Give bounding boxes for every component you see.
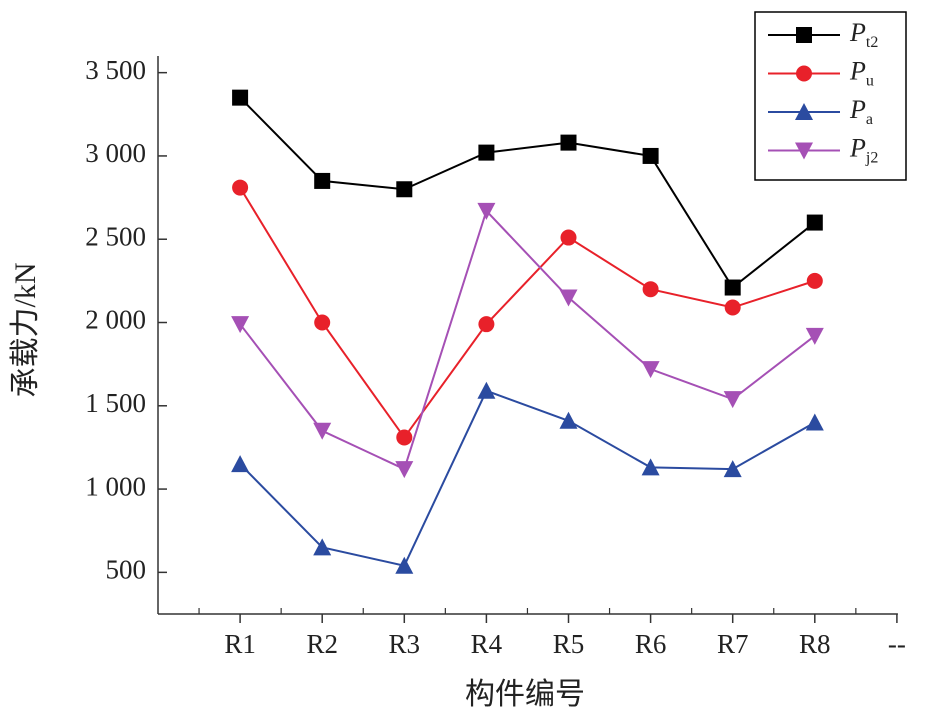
marker <box>231 455 250 473</box>
marker <box>795 142 813 160</box>
x-tick-label: R2 <box>306 629 338 659</box>
series-line <box>239 187 816 440</box>
legend-text: Pu <box>849 56 874 89</box>
marker <box>395 556 414 574</box>
marker <box>396 429 413 446</box>
x-tick-label: R7 <box>717 629 749 659</box>
marker <box>477 202 496 220</box>
marker <box>805 413 824 431</box>
y-tick-label: 2 500 <box>85 221 146 251</box>
x-tick-label: R5 <box>553 629 585 659</box>
marker <box>724 279 741 296</box>
marker <box>313 422 332 440</box>
marker <box>477 381 496 399</box>
y-tick-label: 3 000 <box>85 138 146 168</box>
y-tick-label: 2 000 <box>85 305 146 335</box>
y-tick-label: 500 <box>106 555 147 585</box>
legend-text: Pa <box>849 95 873 128</box>
legend-text: Pt2 <box>849 18 878 51</box>
y-tick-label: 1 000 <box>85 471 146 501</box>
x-tick-label: R4 <box>471 629 503 659</box>
x-tick-label: R1 <box>224 629 256 659</box>
x-tick-label: R3 <box>389 629 421 659</box>
marker <box>478 144 495 161</box>
marker <box>641 458 660 476</box>
y-axis-title: 承载力/kN <box>9 263 42 398</box>
marker <box>478 316 495 333</box>
marker <box>232 89 249 106</box>
marker <box>313 538 332 556</box>
marker <box>396 181 413 198</box>
marker <box>806 272 823 289</box>
x-axis-title: 构件编号 <box>465 678 585 711</box>
marker <box>805 327 824 345</box>
marker <box>796 27 812 43</box>
legend-text: Pj2 <box>849 133 878 166</box>
marker <box>642 281 659 298</box>
marker <box>560 229 577 246</box>
marker <box>723 391 742 409</box>
marker <box>724 299 741 316</box>
x-tick-label: R6 <box>635 629 667 659</box>
x-tick-label: R8 <box>799 629 831 659</box>
marker <box>314 172 331 189</box>
x-tick-label: -- <box>888 629 906 659</box>
marker <box>560 134 577 151</box>
marker <box>641 361 660 379</box>
marker <box>559 289 578 307</box>
y-tick-label: 3 500 <box>85 55 146 85</box>
series-line <box>239 389 816 567</box>
y-tick-label: 1 500 <box>85 388 146 418</box>
marker <box>795 103 813 120</box>
legend-box <box>754 11 907 181</box>
series-line <box>239 96 816 290</box>
marker <box>314 314 331 331</box>
marker <box>806 214 823 231</box>
marker <box>231 316 250 334</box>
marker <box>559 411 578 429</box>
marker <box>796 65 812 82</box>
series-line <box>239 208 816 471</box>
marker <box>642 147 659 164</box>
marker <box>723 460 742 478</box>
marker <box>395 461 414 479</box>
marker <box>232 179 249 196</box>
